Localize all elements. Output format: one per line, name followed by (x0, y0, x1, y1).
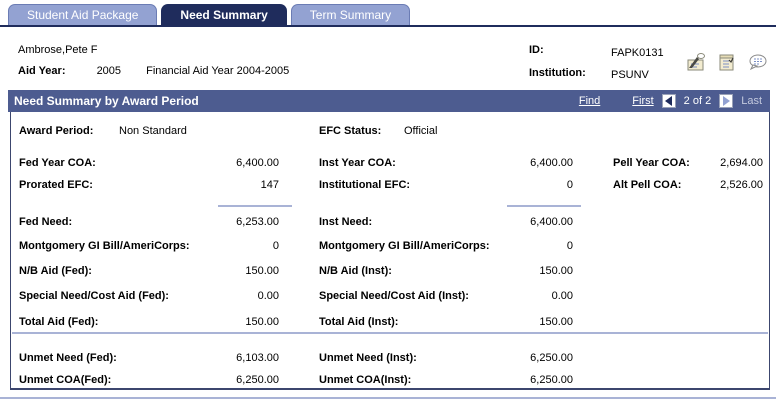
alt-pell-coa-value: 2,526.00 (720, 179, 763, 191)
fed-need-value: 6,253.00 (236, 216, 279, 228)
montgomery-inst-value: 0 (566, 240, 573, 252)
special-need-fed-label: Special Need/Cost Aid (Fed): (19, 290, 169, 302)
unmet-coa-inst-value: 6,250.00 (530, 374, 573, 386)
total-aid-fed-value: 150.00 (245, 316, 279, 328)
unmet-need-inst-value: 6,250.00 (530, 352, 573, 364)
pell-year-coa-label: Pell Year COA: (613, 157, 690, 169)
institution-label: Institution: (529, 67, 586, 79)
prorated-efc-label: Prorated EFC: (19, 179, 93, 191)
table-row: Total Aid (Fed): 150.00 Total Aid (Inst)… (11, 315, 769, 330)
unmet-need-inst-label: Unmet Need (Inst): (319, 352, 417, 364)
institutional-efc-value: 0 (566, 179, 573, 191)
efc-underline-inst (507, 205, 581, 207)
section-separator (12, 332, 768, 334)
total-aid-fed-label: Total Aid (Fed): (19, 316, 99, 328)
table-row: Prorated EFC: 147 Institutional EFC: 0 A… (11, 178, 769, 193)
id-label: ID: (529, 44, 544, 56)
total-aid-inst-label: Total Aid (Inst): (319, 316, 399, 328)
montgomery-fed-value: 0 (272, 240, 279, 252)
inst-need-value: 6,400.00 (530, 216, 573, 228)
unmet-coa-inst-label: Unmet COA(Inst): (319, 374, 412, 386)
table-row: Unmet COA(Fed): 6,250.00 Unmet COA(Inst)… (11, 373, 769, 388)
section-header-bar: Need Summary by Award Period Find First … (8, 90, 770, 112)
table-row: Special Need/Cost Aid (Fed): 0.00 Specia… (11, 289, 769, 304)
table-row: Fed Year COA: 6,400.00 Inst Year COA: 6,… (11, 156, 769, 171)
left-arrow-icon (665, 96, 673, 106)
aid-year-value: 2005 (96, 65, 122, 77)
total-aid-inst-value: 150.00 (539, 316, 573, 328)
id-value: FAPK0131 (611, 47, 664, 59)
table-row: Unmet Need (Fed): 6,103.00 Unmet Need (I… (11, 351, 769, 366)
nb-aid-fed-label: N/B Aid (Fed): (19, 265, 92, 277)
unmet-coa-fed-label: Unmet COA(Fed): (19, 374, 112, 386)
right-arrow-icon (722, 96, 730, 106)
tab-student-aid-package[interactable]: Student Aid Package (8, 4, 158, 25)
fed-need-label: Fed Need: (19, 216, 73, 228)
nb-aid-inst-value: 150.00 (539, 265, 573, 277)
tab-bar: Student Aid Package Need Summary Term Su… (8, 4, 411, 25)
checklist-icon[interactable] (717, 52, 737, 72)
record-position: 2 of 2 (683, 95, 712, 107)
inst-year-coa-value: 6,400.00 (530, 157, 573, 169)
tab-need-summary[interactable]: Need Summary (161, 4, 287, 25)
award-period-row: Award Period: Non Standard EFC Status: O… (11, 124, 769, 139)
need-summary-groupbox: Award Period: Non Standard EFC Status: O… (10, 112, 770, 390)
unmet-need-fed-label: Unmet Need (Fed): (19, 352, 117, 364)
institutional-efc-label: Institutional EFC: (319, 179, 411, 191)
record-navigation: Find First 2 of 2 Last (579, 94, 770, 108)
find-link[interactable]: Find (578, 95, 601, 107)
table-row: Montgomery GI Bill/AmeriCorps: 0 Montgom… (11, 239, 769, 254)
fed-year-coa-value: 6,400.00 (236, 157, 279, 169)
special-need-inst-value: 0.00 (551, 290, 573, 302)
correspondence-icon[interactable] (686, 52, 706, 72)
header-icon-group (686, 52, 768, 72)
fed-year-coa-label: Fed Year COA: (19, 157, 96, 169)
nb-aid-inst-label: N/B Aid (Inst): (319, 265, 392, 277)
student-name: Ambrose,Pete F (18, 44, 98, 56)
table-row: N/B Aid (Fed): 150.00 N/B Aid (Inst): 15… (11, 264, 769, 279)
tab-term-summary[interactable]: Term Summary (290, 4, 411, 25)
montgomery-fed-label: Montgomery GI Bill/AmeriCorps: (19, 240, 190, 252)
last-link[interactable]: Last (741, 95, 762, 107)
nb-aid-fed-value: 150.00 (245, 265, 279, 277)
efc-status-label: EFC Status: (319, 125, 382, 137)
award-period-value: Non Standard (119, 125, 187, 137)
previous-record-button[interactable] (661, 94, 676, 108)
prorated-efc-value: 147 (260, 179, 279, 191)
aid-year-row: Aid Year: 2005 Financial Aid Year 2004-2… (18, 65, 289, 77)
unmet-need-fed-value: 6,103.00 (236, 352, 279, 364)
special-need-inst-label: Special Need/Cost Aid (Inst): (319, 290, 469, 302)
efc-underline-fed (218, 205, 292, 207)
unmet-coa-fed-value: 6,250.00 (236, 374, 279, 386)
inst-need-label: Inst Need: (319, 216, 373, 228)
institution-value: PSUNV (611, 69, 649, 81)
inst-year-coa-label: Inst Year COA: (319, 157, 396, 169)
special-need-fed-value: 0.00 (257, 290, 279, 302)
tab-underline (0, 25, 776, 27)
alt-pell-coa-label: Alt Pell COA: (613, 179, 682, 191)
pell-year-coa-value: 2,694.00 (720, 157, 763, 169)
next-record-button[interactable] (719, 94, 734, 108)
comments-icon[interactable] (748, 52, 768, 72)
table-row: Fed Need: 6,253.00 Inst Need: 6,400.00 (11, 215, 769, 230)
section-title: Need Summary by Award Period (14, 94, 199, 108)
aid-year-label: Aid Year: (18, 65, 66, 77)
efc-status-value: Official (404, 125, 438, 137)
page-bottom-separator (0, 397, 776, 399)
montgomery-inst-label: Montgomery GI Bill/AmeriCorps: (319, 240, 490, 252)
aid-year-description: Financial Aid Year 2004-2005 (146, 65, 290, 77)
first-link[interactable]: First (632, 95, 654, 107)
award-period-label: Award Period: (19, 125, 94, 137)
